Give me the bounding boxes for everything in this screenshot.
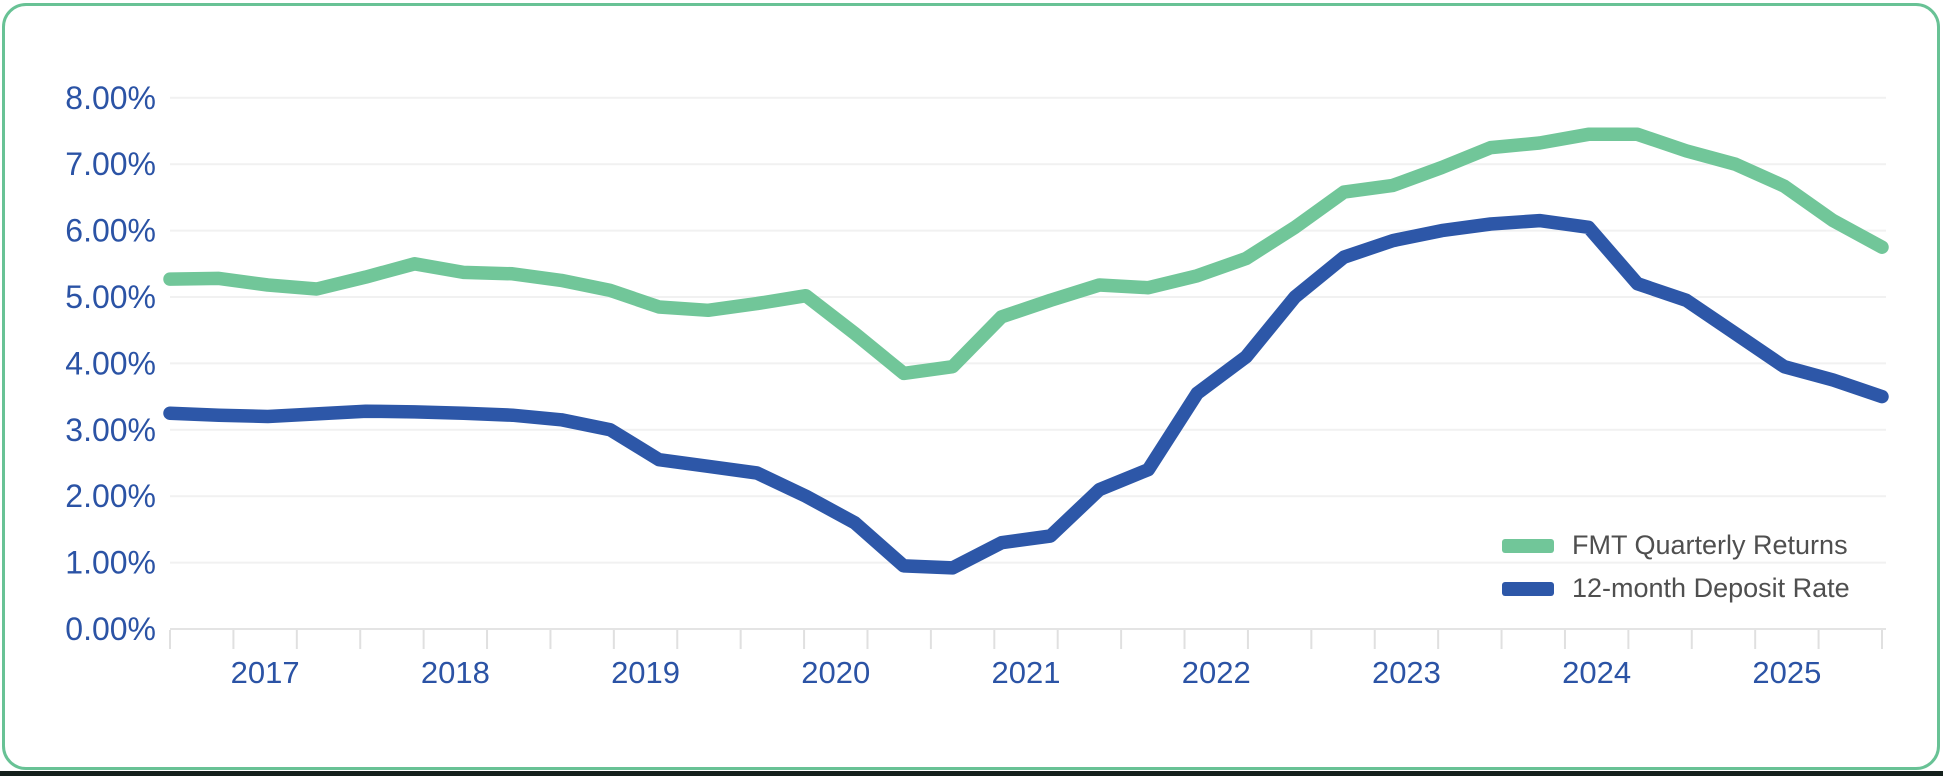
- series-line-fmt-quarterly-returns: [163, 127, 1889, 381]
- x-axis-label: 2023: [1372, 655, 1441, 690]
- chart-card: 0.00% 1.00% 2.00% 3.00% 4.00% 5.00% 6.00% 7.00%…: [2, 3, 1940, 770]
- y-axis-label: 5.00%: [65, 279, 156, 315]
- x-axis-label: 2025: [1752, 655, 1821, 690]
- legend-item-12-month-deposit-rate: 12-month Deposit Rate: [1502, 573, 1850, 604]
- bottom-dark-strip: [0, 771, 1943, 776]
- legend-label: 12-month Deposit Rate: [1572, 573, 1850, 603]
- y-axis-label: 4.00%: [65, 345, 156, 381]
- x-axis-label: 2024: [1562, 655, 1631, 690]
- x-axis-label: 2020: [801, 655, 870, 690]
- y-axis-label: 6.00%: [65, 213, 156, 249]
- legend-item-fmt-quarterly-returns: FMT Quarterly Returns: [1502, 530, 1850, 561]
- chart-legend: FMT Quarterly Returns 12-month Deposit R…: [1502, 530, 1850, 616]
- y-axis-label: 0.00%: [65, 611, 156, 647]
- x-axis-label: 2017: [231, 655, 300, 690]
- y-axis-label: 1.00%: [65, 545, 156, 581]
- y-axis-label: 8.00%: [65, 80, 156, 116]
- y-axis-label: 2.00%: [65, 478, 156, 514]
- series-line-12-month-deposit-rate: [163, 213, 1889, 575]
- x-axis-label: 2022: [1182, 655, 1251, 690]
- y-axis-label: 3.00%: [65, 412, 156, 448]
- y-grid: 0.00% 1.00% 2.00% 3.00% 4.00% 5.00% 6.00% 7.00%…: [65, 80, 1886, 647]
- x-axis-label: 2019: [611, 655, 680, 690]
- legend-swatch-blue: [1502, 581, 1554, 596]
- line-chart: 0.00% 1.00% 2.00% 3.00% 4.00% 5.00% 6.00% 7.00%…: [65, 80, 1889, 690]
- x-axis-label: 2021: [992, 655, 1061, 690]
- legend-swatch-green: [1502, 538, 1554, 553]
- x-axis-label: 2018: [421, 655, 490, 690]
- x-axis: 2017 2018 2019 2020 2021 2022 2023 2024 2025: [169, 630, 1883, 690]
- legend-label: FMT Quarterly Returns: [1572, 530, 1848, 560]
- y-axis-label: 7.00%: [65, 146, 156, 182]
